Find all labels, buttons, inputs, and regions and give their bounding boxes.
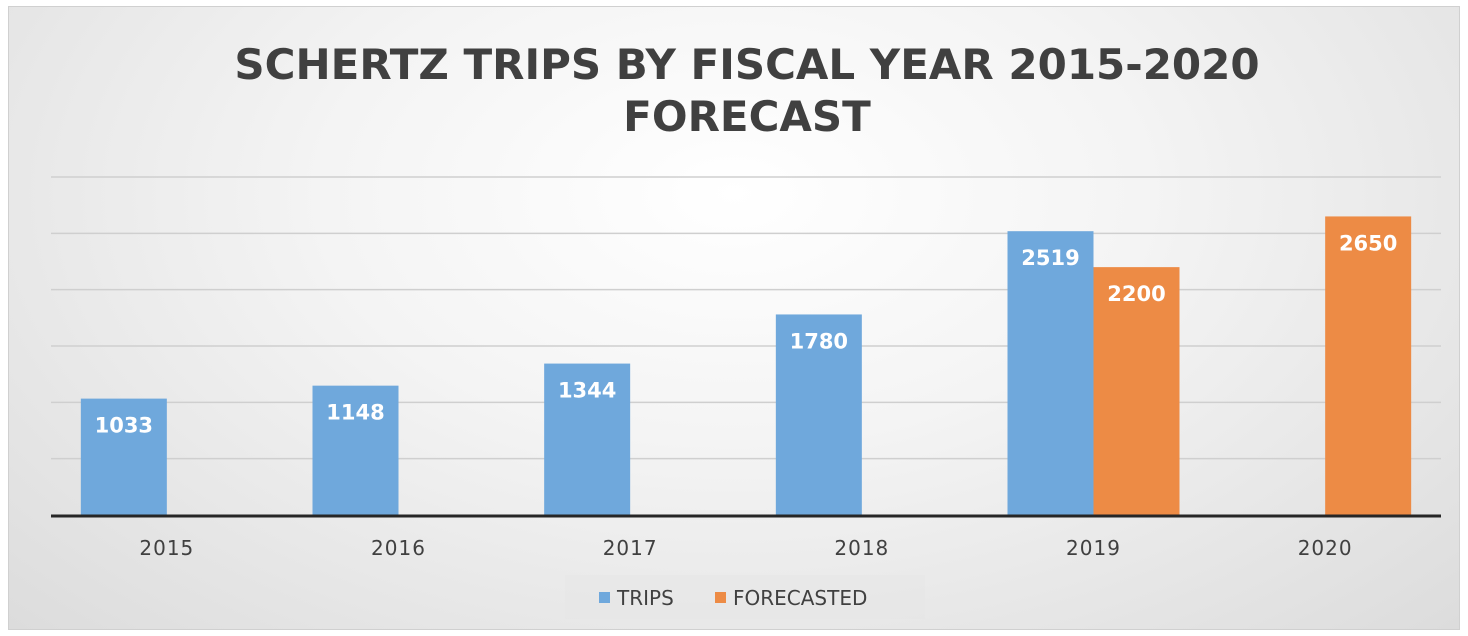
x-tick-label-2017: 2017: [603, 536, 658, 560]
chart-title-line-2: FORECAST: [623, 92, 871, 141]
bar-trips-2019: [1007, 231, 1094, 515]
bar-forecasted-2020: [1325, 216, 1412, 515]
x-tick-label-2015: 2015: [139, 536, 194, 560]
bar-trips-2016: [312, 385, 399, 515]
x-tick-label-2020: 2020: [1298, 536, 1353, 560]
gridlines: [51, 176, 1441, 460]
x-tick-label-2016: 2016: [371, 536, 426, 560]
data-label-trips-2018: 1780: [790, 329, 848, 353]
chart-title-line-1: SCHERTZ TRIPS BY FISCAL YEAR 2015-2020: [234, 40, 1259, 89]
chart-area: SCHERTZ TRIPS BY FISCAL YEAR 2015-2020 F…: [8, 6, 1460, 630]
data-label-trips-2016: 1148: [326, 401, 384, 425]
bar-forecasted-2019: [1093, 267, 1180, 515]
data-label-trips-2019: 2519: [1021, 246, 1079, 270]
data-labels: 1033 1148 1344 1780 2519 2200 2650: [95, 231, 1398, 437]
legend-label-forecasted: FORECASTED: [733, 586, 867, 610]
legend-label-trips: TRIPS: [616, 586, 674, 610]
x-tick-label-2019: 2019: [1066, 536, 1121, 560]
bar-trips-2018: [775, 314, 862, 515]
bars: [80, 216, 1412, 515]
legend: TRIPS FORECASTED: [565, 575, 925, 619]
data-label-trips-2015: 1033: [95, 414, 153, 438]
data-label-forecasted-2020: 2650: [1339, 231, 1397, 255]
bar-trips-2017: [544, 363, 631, 515]
data-label-forecasted-2019: 2200: [1107, 282, 1165, 306]
data-label-trips-2017: 1344: [558, 379, 616, 403]
x-axis: 2015 2016 2017 2018 2019 2020: [51, 514, 1441, 560]
x-tick-label-2018: 2018: [834, 536, 889, 560]
bar-chart: SCHERTZ TRIPS BY FISCAL YEAR 2015-2020 F…: [51, 40, 1441, 619]
legend-swatch-trips: [599, 592, 610, 603]
bar-trips-2015: [80, 398, 167, 515]
legend-box: [565, 575, 925, 619]
legend-swatch-forecasted: [715, 592, 726, 603]
